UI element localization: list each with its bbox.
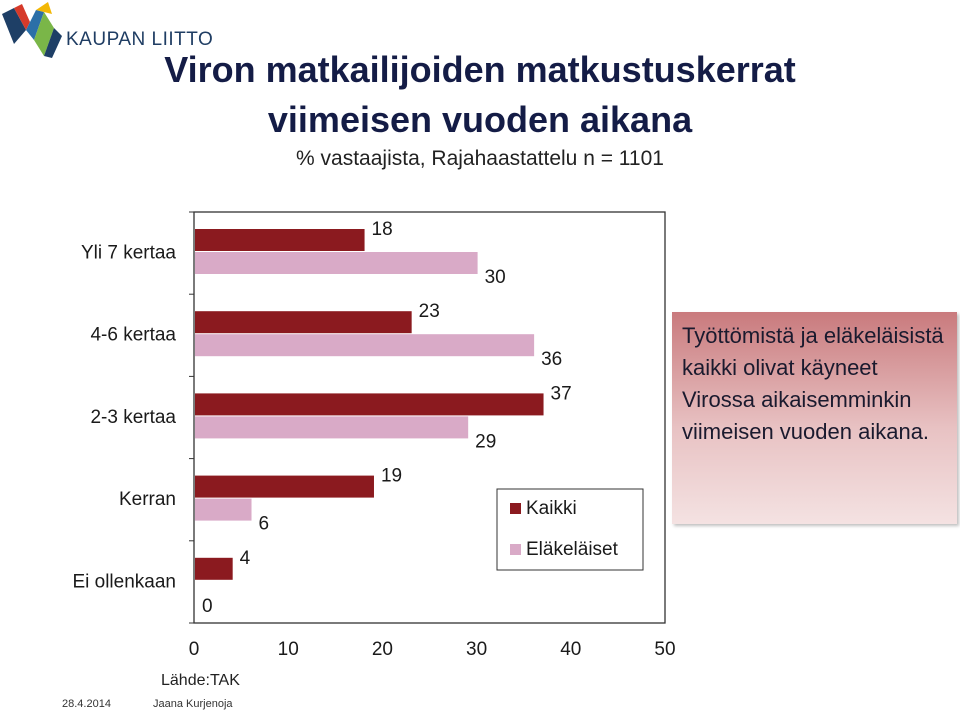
data-label: 37 — [551, 383, 572, 404]
x-tick-label: 40 — [560, 639, 581, 660]
legend-label: Kaikki — [526, 498, 577, 519]
category-label: 2-3 kertaa — [90, 407, 176, 428]
callout-box: Työttömistä ja eläkeläisistä kaikki oliv… — [672, 312, 957, 524]
x-tick-label: 0 — [189, 639, 200, 660]
bar-kaikki — [195, 311, 412, 334]
legend-swatch — [510, 544, 521, 555]
data-label: 18 — [372, 219, 393, 240]
page-title-line1: Viron matkailijoiden matkustuskerrat — [164, 49, 796, 90]
plot-frame — [193, 211, 666, 624]
bar-kaikki — [195, 229, 365, 251]
kaupan-liitto-logo — [2, 2, 62, 58]
x-tick-label: 10 — [278, 639, 299, 660]
bar-kaikki — [195, 557, 233, 580]
x-tick-label: 50 — [654, 639, 675, 660]
bar-kaikki — [195, 475, 374, 498]
legend-box — [496, 488, 644, 571]
data-label: 23 — [419, 301, 440, 322]
footer-author: Jaana Kurjenoja — [153, 698, 233, 710]
bar-elakelaiset — [195, 416, 469, 439]
subtitle: % vastaajista, Rajahaastattelu n = 1101 — [296, 147, 664, 170]
logo-text: KAUPAN LIITTO — [66, 29, 214, 50]
data-label: 30 — [485, 267, 506, 288]
data-label: 0 — [202, 596, 213, 617]
category-label: Ei ollenkaan — [72, 571, 176, 592]
bar-elakelaiset — [195, 498, 252, 521]
x-tick-label: 20 — [372, 639, 393, 660]
bar-elakelaiset — [195, 334, 535, 357]
legend-label: Eläkeläiset — [526, 539, 619, 560]
category-label: Kerran — [119, 489, 176, 510]
source-label: Lähde:TAK — [161, 672, 240, 689]
category-label: 4-6 kertaa — [90, 325, 176, 346]
data-label: 4 — [240, 548, 251, 569]
data-label: 29 — [475, 431, 496, 452]
data-label: 6 — [259, 514, 270, 535]
page-title-line2: viimeisen vuoden aikana — [267, 99, 693, 140]
legend-swatch — [510, 503, 521, 514]
bar-kaikki — [195, 393, 544, 416]
category-label: Yli 7 kertaa — [81, 243, 176, 264]
data-label: 19 — [381, 466, 402, 487]
footer-date: 28.4.2014 — [62, 698, 111, 710]
x-tick-label: 30 — [466, 639, 487, 660]
bar-elakelaiset — [195, 252, 478, 274]
data-label: 36 — [541, 349, 562, 370]
